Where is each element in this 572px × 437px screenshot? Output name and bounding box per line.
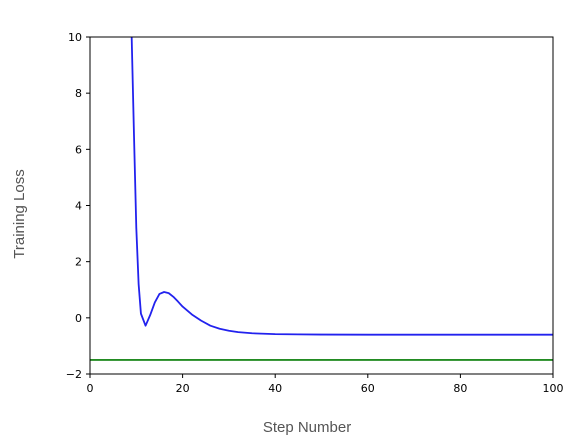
x-axis: 0 20 40 60 80 100 — [87, 374, 564, 395]
y-tick-label: 8 — [75, 87, 82, 100]
x-axis-title: Step Number — [263, 419, 351, 436]
y-tick-label: 0 — [75, 312, 82, 325]
series-layer — [90, 37, 553, 361]
y-tick-label: 2 — [75, 256, 82, 269]
y-tick-label: 10 — [68, 31, 82, 44]
x-tick-label: 80 — [453, 382, 467, 395]
x-tick-label: 20 — [176, 382, 190, 395]
series-line-0 — [130, 37, 553, 336]
x-tick-label: 60 — [361, 382, 375, 395]
y-tick-label: −2 — [66, 368, 82, 381]
y-axis: −2 0 2 4 6 8 10 — [66, 31, 90, 381]
x-tick-label: 100 — [543, 382, 564, 395]
y-tick-label: 4 — [75, 200, 82, 213]
y-axis-title: Training Loss — [11, 169, 28, 259]
x-tick-label: 0 — [87, 382, 94, 395]
y-tick-label: 6 — [75, 143, 82, 156]
plot-frame — [89, 36, 554, 375]
x-tick-label: 40 — [268, 382, 282, 395]
